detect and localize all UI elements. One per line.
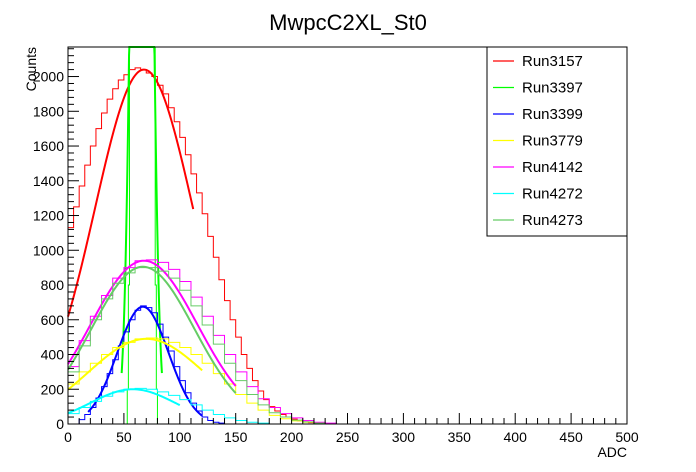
series-Run4142-fit — [67, 259, 237, 387]
legend-label-Run3399: Run3399 — [522, 106, 583, 123]
x-tick-label: 150 — [224, 429, 248, 445]
legend-label-Run3779: Run3779 — [522, 133, 583, 150]
y-tick-label: 2000 — [33, 69, 64, 85]
x-tick-label: 400 — [504, 429, 528, 445]
legend: Run3157 Run3397 Run3399 Run3779 Run4142 Run42… — [486, 46, 628, 237]
x-tick-label: 50 — [116, 429, 132, 445]
x-tick-label: 500 — [615, 429, 639, 445]
x-tick-label: 250 — [336, 429, 360, 445]
series-Run4273-fit — [67, 265, 237, 394]
legend-box — [486, 46, 628, 237]
x-tick-label: 350 — [448, 429, 472, 445]
legend-label-Run4142: Run4142 — [522, 159, 583, 176]
y-tick-label: 800 — [41, 277, 65, 293]
series-layer — [67, 46, 348, 425]
y-tick-label: 1400 — [33, 173, 64, 189]
y-tick-label: 1000 — [33, 242, 64, 258]
y-tick-label: 200 — [41, 381, 65, 397]
series-Run4272-fit — [67, 388, 181, 415]
series-Run3779-fit — [67, 337, 203, 391]
y-tick-label: 1600 — [33, 138, 64, 154]
y-tick-label: 0 — [56, 416, 64, 432]
y-tick-label: 600 — [41, 312, 65, 328]
y-tick-label: 1200 — [33, 208, 64, 224]
legend-label-Run4273: Run4273 — [522, 212, 583, 229]
ticks-layer: 0 50 100 150 200 250 300 350 400 450 500 0 200 400 600… — [33, 48, 639, 445]
x-axis-title: ADC — [597, 444, 627, 460]
x-tick-label: 100 — [168, 429, 192, 445]
legend-label-Run4272: Run4272 — [522, 186, 583, 203]
series-Run3399-fit — [87, 305, 203, 417]
x-tick-label: 300 — [392, 429, 416, 445]
x-tick-label: 0 — [64, 429, 72, 445]
chart-title: MwpcC2XL_St0 — [269, 10, 427, 35]
y-tick-label: 400 — [41, 347, 65, 363]
x-tick-label: 450 — [559, 429, 583, 445]
x-tick-label: 200 — [280, 429, 304, 445]
y-tick-label: 1800 — [33, 103, 64, 119]
series-Run4272-histogram — [67, 387, 281, 425]
y-axis-title: Counts — [23, 47, 39, 91]
series-Run3157-fit — [67, 68, 195, 317]
legend-label-Run3397: Run3397 — [522, 80, 583, 97]
legend-label-Run3157: Run3157 — [522, 53, 583, 70]
